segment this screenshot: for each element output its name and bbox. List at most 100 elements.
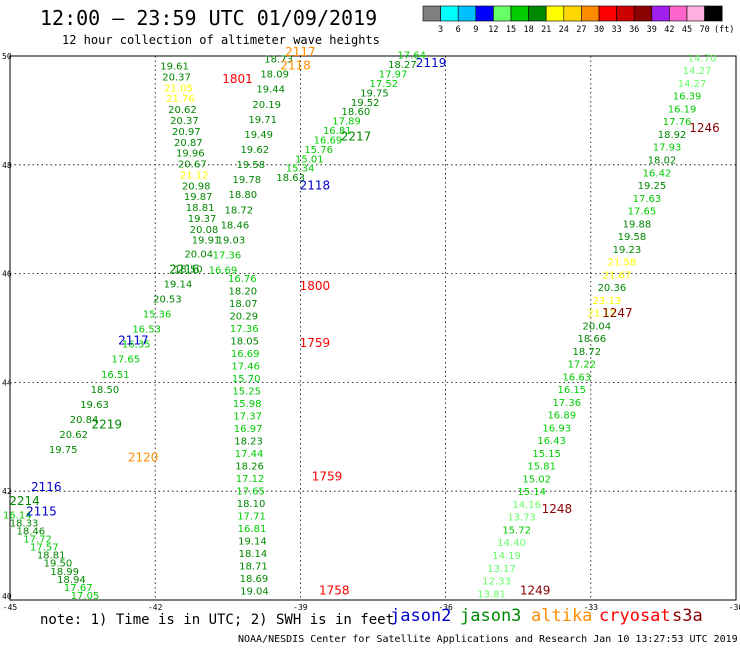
swh-value: 19.58 [618,232,647,243]
swh-value: 20.87 [174,138,203,149]
swh-value: 16.42 [643,168,672,179]
swh-value: 15.72 [502,525,531,536]
swh-value: 20.37 [170,116,199,127]
swh-value: 19.88 [623,219,652,230]
swh-value: 18.81 [186,203,215,214]
color-swatch [457,5,477,22]
swh-value: 20.84 [70,415,99,426]
pass-time-label: 2118 [280,59,311,73]
swh-value: 18.72 [225,205,254,216]
swh-value: 16.97 [234,424,263,435]
swh-value: 20.08 [190,225,219,236]
lon-tick-label: -33 [584,603,599,612]
axis-tick-labels: -45 -42 -39 -36 -33 -30 50 48 46 44 42 40 [2,52,740,612]
track-sw_ne_2: 19.6120.3721.0521.7620.6220.3720.9720.87… [160,62,220,247]
swh-value: 18.20 [228,286,257,297]
swh-value: 17.05 [71,591,100,602]
track-inland: 16.1418.3318.4617.7217.5718.8119.5018.99… [3,510,99,602]
swh-value: 18.02 [648,156,677,167]
swh-value: 19.71 [248,115,277,126]
color-scale-tick: 18 [523,25,533,35]
pass-time-label: 1800 [300,279,331,293]
pass-time-label: 2120 [128,450,159,464]
swh-value: 16.14 [3,510,32,521]
swh-value: 16.15 [557,385,586,396]
legend-jason2: jason2 [390,606,452,626]
color-scale-tick: 9 [473,25,478,35]
swh-value: 17.71 [237,511,266,522]
swh-value: 16.39 [673,92,702,103]
swh-value: 17.36 [230,324,259,335]
swh-value: 17.76 [663,117,692,128]
swh-value: 19.49 [244,130,273,141]
swh-value: 14.27 [678,79,707,90]
color-scale-tick: 45 [682,25,692,35]
color-swatch [440,5,459,22]
swh-value: 17.65 [111,355,140,366]
swh-value: 17.64 [397,51,426,62]
swh-value: 17.89 [332,117,361,128]
swh-value: 18.14 [239,549,268,560]
pass-time-label: 2214 [9,494,40,508]
legend-s3a: s3a [672,606,703,626]
color-swatch [510,5,529,22]
swh-value: 18.50 [174,264,203,275]
swh-value: 19.75 [360,88,389,99]
pass-time-label: 2118 [300,178,331,192]
swh-value: 17.46 [231,361,260,372]
swh-value: 23.13 [593,296,622,307]
swh-value: 15.70 [232,374,261,385]
swh-value: 20.98 [182,181,211,192]
color-swatch [581,5,600,22]
swh-value: 12.33 [482,577,511,588]
pass-time-label: 2116 [31,480,62,494]
swh-value: 15.02 [522,474,551,485]
pass-time-label: 2217 [341,129,372,143]
swh-value: 21.05 [164,83,193,94]
swh-value: 18.92 [658,130,687,141]
swh-value: 20.37 [162,72,191,83]
pass-time-label: 1246 [689,121,720,135]
color-swatch [493,5,512,22]
swh-value: 17.44 [235,449,264,460]
swh-value: 17.52 [369,79,398,90]
swh-value: 18.66 [578,334,607,345]
swh-value: 17.97 [379,70,408,81]
map-frame [9,55,737,601]
lat-tick-label: 46 [2,270,12,279]
color-scale-unit: (ft) [714,25,734,35]
swh-value: 20.04 [583,321,612,332]
swh-value: 18.07 [229,299,258,310]
swh-value: 20.67 [178,160,207,171]
swh-value: 19.87 [184,192,213,203]
pass-time-label: 2119 [416,56,447,70]
swh-value: 17.72 [23,535,52,546]
color-swatch [633,5,653,22]
swh-value: 14.19 [492,551,521,562]
color-swatch [422,5,441,22]
swh-value: 15.81 [527,462,556,473]
swh-value: 13.73 [507,513,536,524]
swh-value: 16.89 [547,411,576,422]
swh-value: 19.58 [236,160,265,171]
lon-tick-label: -45 [3,603,18,612]
swh-value: 21.67 [603,270,632,281]
lon-tick-label: -36 [438,603,453,612]
legend-cryosat: cryosat [599,606,671,626]
color-scale-tick: 15 [506,25,516,35]
pass-time-label: 2115 [26,505,57,519]
swh-value: 17.57 [30,543,59,554]
swh-value: 19.78 [232,175,261,186]
swh-value: 20.62 [59,430,88,441]
color-swatch [669,5,688,22]
pass-time-label: 1247 [602,306,633,320]
swh-value: 15.15 [532,449,561,460]
lat-tick-label: 50 [2,52,12,61]
color-swatch [475,5,494,22]
swh-value: 21.76 [166,94,195,105]
lat-lon-grid [10,56,736,600]
color-scale-tick: 33 [611,25,621,35]
swh-value: 16.93 [542,423,571,434]
swh-value: 18.94 [57,575,86,586]
